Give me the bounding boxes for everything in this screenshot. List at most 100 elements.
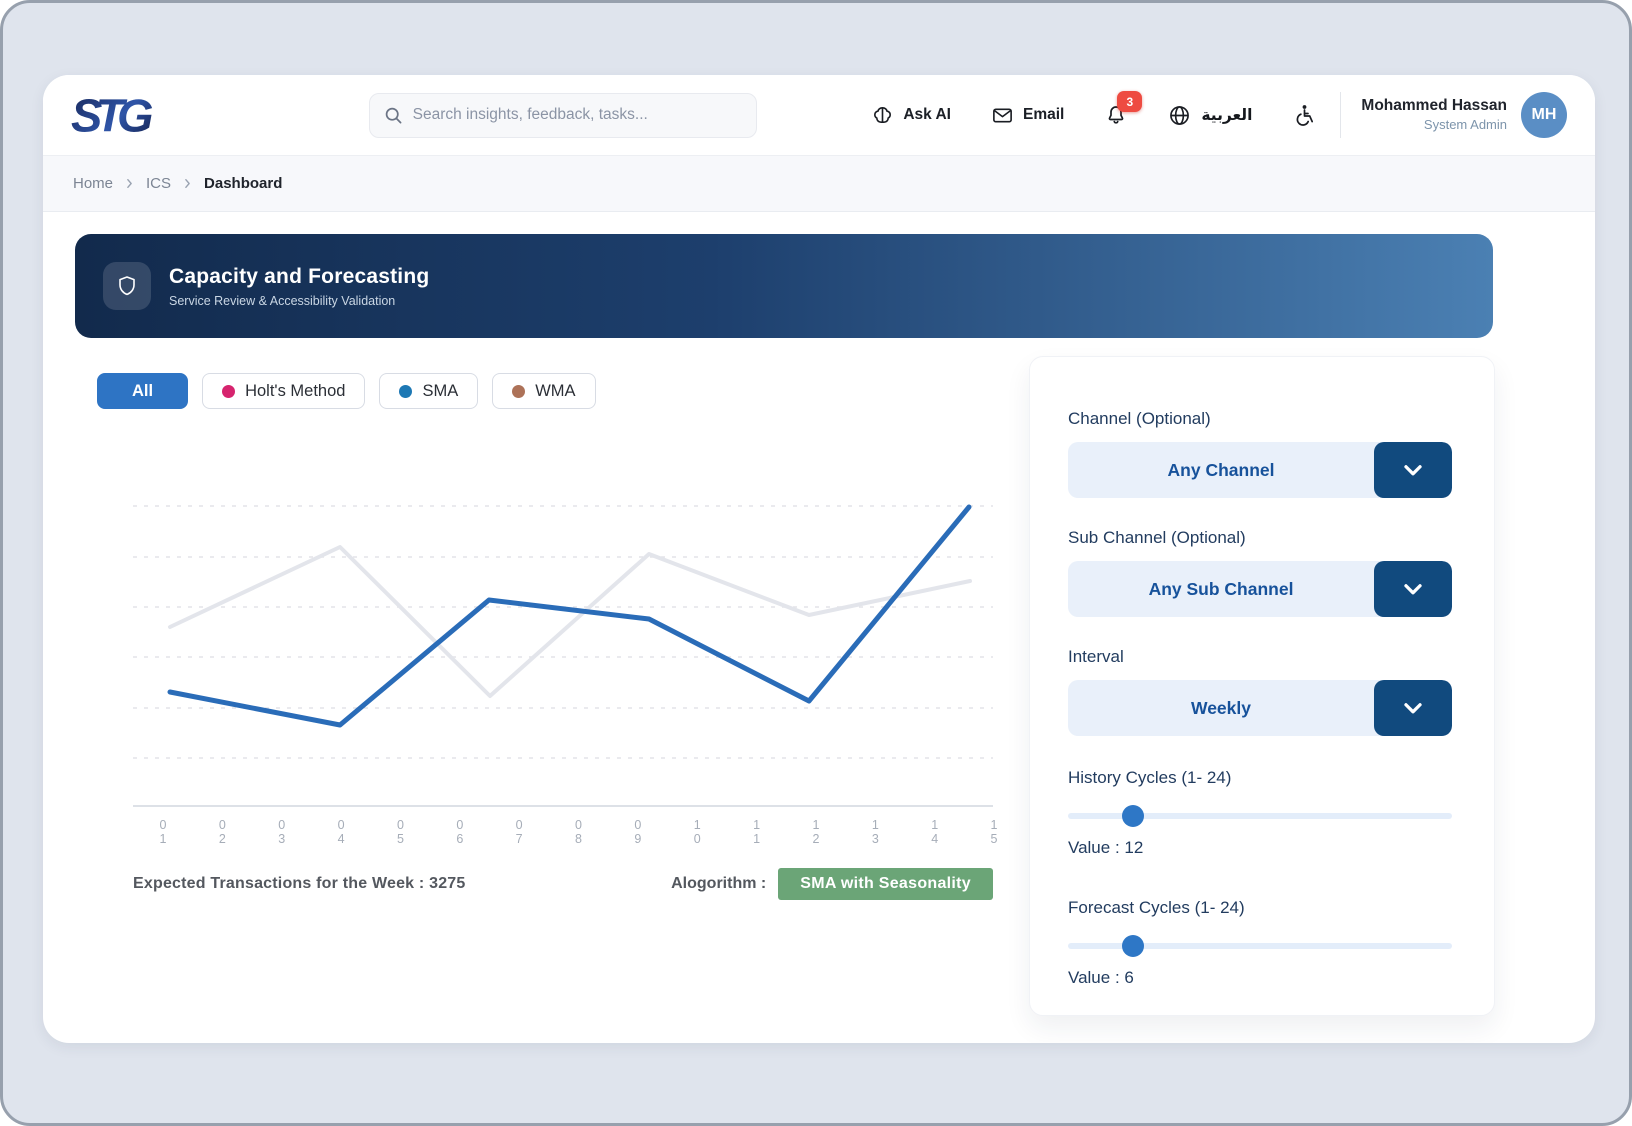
page-subtitle: Service Review & Accessibility Validatio… xyxy=(169,293,396,308)
series-color-dot xyxy=(512,384,526,398)
sub-channel-label: Sub Channel (Optional) xyxy=(1068,528,1246,547)
ask-ai-label: Ask AI xyxy=(903,106,951,123)
search-icon xyxy=(384,106,403,125)
notification-badge: 3 xyxy=(1117,91,1143,112)
forecast-slider-thumb[interactable] xyxy=(1122,935,1145,957)
filter-chip-label: Holt's Method xyxy=(245,381,346,400)
search-bar[interactable] xyxy=(368,92,757,138)
email-label: Email xyxy=(1022,106,1065,123)
channel-value: Any Channel xyxy=(1167,459,1275,480)
page-title: Capacity and Forecasting xyxy=(169,264,430,288)
chevron-down-icon xyxy=(1400,576,1426,602)
filter-chip-sma[interactable]: SMA xyxy=(379,373,479,409)
header-divider xyxy=(1340,92,1342,138)
user-menu[interactable]: Mohammed Hassan System Admin MH xyxy=(1361,92,1567,138)
page-banner: Capacity and Forecasting Service Review … xyxy=(75,234,1493,338)
ask-ai-button[interactable]: Ask AI xyxy=(871,104,951,127)
breadcrumb-item-ics[interactable]: ICS xyxy=(146,175,172,192)
main-content: Capacity and Forecasting Service Review … xyxy=(43,212,1595,1016)
stg-logo[interactable]: STG xyxy=(71,88,157,142)
sub-channel-dropdown-button[interactable] xyxy=(1374,561,1452,617)
wheelchair-icon xyxy=(1292,103,1316,127)
envelope-icon xyxy=(991,104,1014,127)
language-label: العربية xyxy=(1201,106,1253,124)
notifications-button[interactable]: 3 xyxy=(1104,91,1143,127)
header-actions: Ask AI Email 3 العربية xyxy=(843,91,1567,138)
breadcrumb-item-dashboard[interactable]: Dashboard xyxy=(204,175,283,192)
history-cycles-label: History Cycles (1- 24) xyxy=(1068,768,1232,787)
filter-chip-label: WMA xyxy=(535,381,576,400)
chevron-right-icon xyxy=(123,177,136,190)
series-color-dot xyxy=(222,384,236,398)
history-cycles-value: Value : 12 xyxy=(1068,838,1144,857)
shield-icon xyxy=(103,262,151,310)
channel-dropdown[interactable]: Any Channel xyxy=(1068,442,1452,498)
forecast-cycles-slider[interactable] xyxy=(1068,934,1452,958)
forecast-cycles-label: Forecast Cycles (1- 24) xyxy=(1068,898,1245,917)
blue-line xyxy=(167,504,972,728)
algorithm-badge: SMA with Seasonality xyxy=(778,868,993,900)
gray-line xyxy=(168,545,972,698)
history-slider-track[interactable] xyxy=(1068,813,1452,819)
email-button[interactable]: Email xyxy=(991,104,1064,127)
top-header: STG Ask AI Email xyxy=(43,75,1595,155)
search-input[interactable] xyxy=(412,106,742,124)
language-switcher[interactable]: العربية xyxy=(1168,104,1252,127)
expected-transactions-value: 3275 xyxy=(429,875,466,892)
accessibility-button[interactable] xyxy=(1292,103,1316,127)
interval-label: Interval xyxy=(1068,647,1124,666)
interval-dropdown[interactable]: Weekly xyxy=(1068,680,1452,736)
filter-all-label: All xyxy=(132,381,154,400)
series-color-dot xyxy=(399,384,413,398)
sub-channel-dropdown[interactable]: Any Sub Channel xyxy=(1068,561,1452,617)
user-role: System Admin xyxy=(1423,116,1507,132)
avatar[interactable]: MH xyxy=(1521,92,1567,138)
interval-value: Weekly xyxy=(1191,697,1251,718)
channel-label: Channel (Optional) xyxy=(1068,409,1211,428)
forecast-slider-track[interactable] xyxy=(1068,943,1452,949)
breadcrumb-item-home[interactable]: Home xyxy=(73,175,114,192)
chevron-down-icon xyxy=(1400,457,1426,483)
history-slider-thumb[interactable] xyxy=(1122,805,1145,827)
user-name: Mohammed Hassan xyxy=(1361,97,1507,115)
forecast-cycles-value: Value : 6 xyxy=(1068,968,1134,987)
chevron-down-icon xyxy=(1400,695,1426,721)
breadcrumb: Home ICS Dashboard xyxy=(43,155,1595,212)
globe-icon xyxy=(1168,104,1191,127)
filter-chip-holt-s-method[interactable]: Holt's Method xyxy=(202,373,366,409)
line-chart xyxy=(133,504,993,807)
algorithm-label: Alogorithm : xyxy=(671,875,767,892)
channel-dropdown-button[interactable] xyxy=(1374,442,1452,498)
interval-dropdown-button[interactable] xyxy=(1374,680,1452,736)
series-filter-chips: All Holt's Method SMA WMA xyxy=(97,373,993,409)
chart-summary-row: Expected Transactions for the Week : 327… xyxy=(133,868,993,900)
filter-chip-label: SMA xyxy=(422,381,459,400)
app-window: STG Ask AI Email xyxy=(43,75,1595,1043)
filter-chip-wma[interactable]: WMA xyxy=(492,373,596,409)
chevron-right-icon xyxy=(181,177,194,190)
history-cycles-slider[interactable] xyxy=(1068,804,1452,828)
bell-icon xyxy=(1104,103,1128,127)
brain-icon xyxy=(871,104,894,127)
sub-channel-value: Any Sub Channel xyxy=(1148,578,1294,599)
filter-chip-all[interactable]: All xyxy=(97,373,189,409)
